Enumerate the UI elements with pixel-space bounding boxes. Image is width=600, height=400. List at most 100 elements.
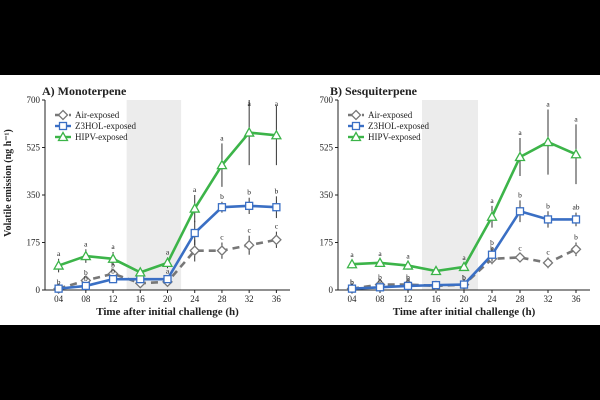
data-point [542, 136, 554, 147]
significance-letter: c [275, 222, 279, 231]
legend-marker [57, 131, 69, 142]
series-z3hol-exposed: b bb ab b b [54, 186, 281, 293]
significance-letter: a [462, 253, 466, 262]
x-tick-label: 08 [376, 294, 386, 304]
y-tick-label: 700 [27, 95, 41, 105]
data-point [459, 280, 469, 289]
data-point [81, 281, 90, 291]
x-tick-label: 16 [432, 294, 442, 304]
significance-letter: b [84, 268, 88, 277]
data-point [570, 243, 582, 255]
significance-letter: a [275, 99, 279, 108]
significance-letter: a [406, 252, 410, 261]
series-hipv-exposed: a a a a a a a a [346, 100, 582, 276]
significance-letter: a [546, 100, 550, 109]
significance-letter: b [111, 266, 115, 275]
data-point [374, 257, 386, 268]
significance-letter: ab [572, 203, 579, 212]
data-point [190, 228, 199, 238]
x-tick-label: 36 [272, 294, 282, 304]
y-tick-label: 350 [320, 190, 334, 200]
significance-letter: b [490, 238, 494, 247]
data-point [514, 151, 526, 162]
x-tick-label: 20 [460, 294, 470, 304]
data-point [107, 252, 119, 263]
x-tick-label: 28 [217, 294, 227, 304]
data-point [346, 258, 358, 269]
data-point [217, 203, 227, 212]
data-point [80, 250, 92, 261]
legend-label: Z3HOL-exposed [75, 121, 136, 131]
legend-marker [350, 109, 362, 121]
panel-title: A) Monoterpene [42, 84, 127, 98]
legend-marker [351, 121, 361, 131]
significance-letter: b [378, 272, 382, 281]
data-point [570, 148, 582, 159]
data-point [347, 284, 357, 293]
significance-letter: c [220, 233, 224, 242]
data-point [161, 257, 174, 268]
significance-letter: a [166, 266, 170, 275]
x-tick-label: 08 [81, 294, 91, 304]
x-axis-label: Time after initial challenge (h) [393, 306, 536, 318]
legend-label: HIPV-exposed [75, 132, 128, 142]
data-point [243, 126, 255, 137]
y-tick-label: 700 [320, 95, 334, 105]
data-point [108, 274, 118, 284]
y-tick-label: 350 [27, 190, 41, 200]
significance-letter: b [220, 192, 224, 201]
y-tick-label: 525 [320, 143, 334, 153]
significance-letter: a [193, 185, 197, 194]
significance-letter: b [350, 277, 354, 286]
significance-letter: a [518, 128, 522, 137]
x-tick-label: 12 [109, 294, 118, 304]
data-point [270, 234, 282, 246]
x-tick-label: 28 [516, 294, 526, 304]
significance-letter: a [378, 249, 382, 258]
x-tick-label: 32 [544, 294, 553, 304]
significance-letter: c [518, 243, 522, 252]
y-tick-label: 175 [27, 238, 41, 248]
legend-label: Z3HOL-exposed [368, 121, 429, 131]
data-point [487, 250, 497, 259]
data-point [543, 215, 553, 224]
legend-marker [350, 131, 362, 142]
data-point [163, 274, 172, 284]
series-hipv-exposed: a a a a a a a a [52, 99, 283, 277]
y-tick-label: 0 [329, 285, 334, 295]
data-point [243, 239, 255, 251]
data-point [571, 215, 581, 224]
x-tick-label: 04 [348, 294, 358, 304]
significance-letter: a [490, 196, 494, 205]
significance-letter: b [462, 273, 466, 282]
panel-b: 0 175 350 525 700 04 08 12 16 20 24 28 32 36 B) Sesqui… [320, 84, 590, 318]
legend-marker [58, 121, 68, 131]
significance-letter: b [350, 277, 354, 286]
data-point [403, 281, 413, 291]
data-point [514, 252, 526, 263]
data-point [458, 261, 470, 272]
data-point [54, 284, 63, 293]
significance-letter: a [350, 250, 354, 259]
significance-letter: b [247, 188, 251, 197]
legend-marker [57, 109, 69, 121]
data-point [216, 159, 228, 170]
shaded-region [422, 100, 478, 290]
significance-letter: a [57, 249, 61, 258]
data-point [375, 283, 385, 292]
y-axis-label: Volatile emission (ng h⁻¹) [3, 129, 14, 237]
data-point [486, 210, 498, 221]
significance-letter: b [462, 273, 466, 282]
data-point [272, 203, 281, 212]
data-point [515, 207, 525, 216]
significance-letter: b [518, 190, 522, 199]
y-tick-label: 175 [320, 238, 334, 248]
significance-letter: b [490, 243, 494, 252]
significance-letter: b [84, 274, 88, 283]
significance-letter: a [574, 114, 578, 123]
data-point [270, 129, 283, 140]
x-axis-label: Time after initial challenge (h) [96, 306, 239, 318]
data-point [189, 245, 201, 257]
x-tick-label: 24 [488, 294, 498, 304]
x-tick-label: 24 [190, 294, 200, 304]
